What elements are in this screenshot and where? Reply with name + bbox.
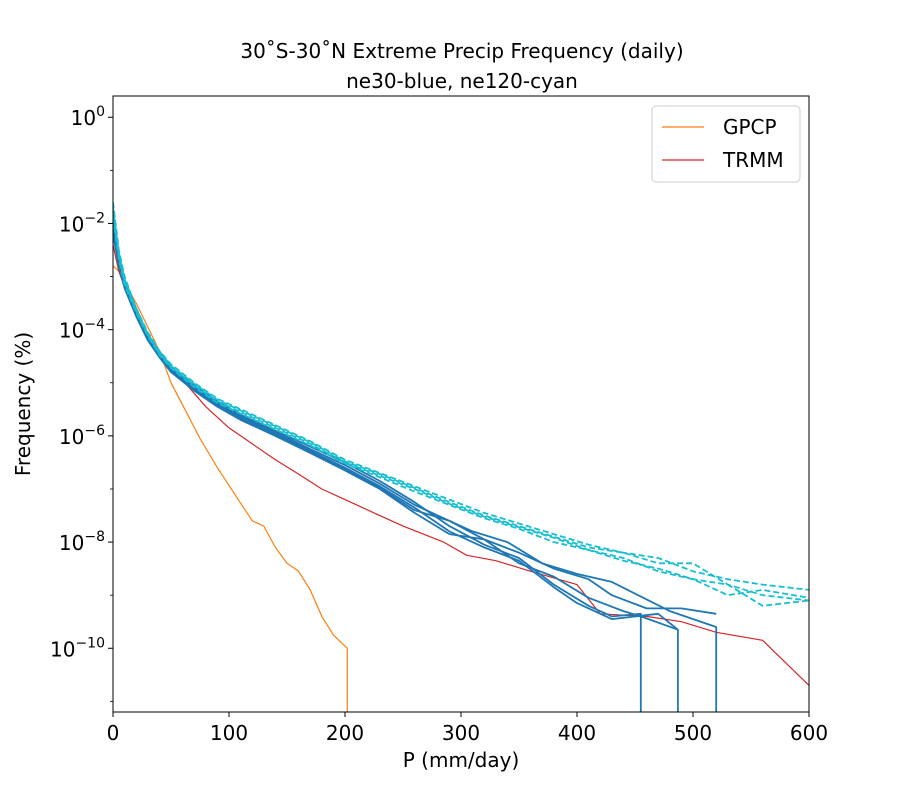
y-tick-label: 10−10	[50, 635, 105, 661]
legend-gpcp-label: GPCP	[723, 115, 777, 139]
x-tick-label: 200	[326, 721, 364, 745]
chart-subtitle: ne30-blue, ne120-cyan	[346, 69, 578, 93]
y-tick-label: 100	[71, 104, 105, 130]
legend: GPCP TRMM	[651, 105, 801, 183]
series-line-ne30-4	[113, 228, 718, 712]
series-line-ne30-1	[113, 212, 642, 712]
series-line-ne120-1	[113, 202, 809, 591]
series-line-ne30-2	[113, 217, 679, 712]
y-tick-label: 10−6	[59, 423, 105, 449]
chart-title: 30˚S-30˚N Extreme Precip Frequency (dail…	[240, 39, 683, 63]
y-tick-label: 10−4	[59, 317, 105, 343]
x-tick-label: 300	[442, 721, 480, 745]
y-tick-label: 10−8	[59, 529, 105, 555]
y-axis-label: Frequency (%)	[11, 332, 35, 476]
series-line-trmm	[113, 244, 809, 686]
legend-trmm-label: TRMM	[722, 148, 784, 172]
x-tick-label: 100	[210, 721, 248, 745]
x-tick-label: 500	[674, 721, 712, 745]
series-line-gpcp	[113, 265, 348, 712]
series-line-ne120-4	[113, 217, 809, 607]
x-tick-label: 0	[107, 721, 120, 745]
series-line-ne30-5	[113, 233, 717, 615]
y-tick-label: 10−2	[59, 210, 105, 236]
x-tick-label: 400	[558, 721, 596, 745]
x-axis-label: P (mm/day)	[403, 748, 520, 772]
series-line-ne30-3	[113, 223, 679, 631]
y-axis: 100 10−2 10−4 10−6 10−8 10−10	[50, 104, 113, 702]
x-tick-label: 600	[790, 721, 828, 745]
legend-box	[651, 105, 801, 183]
series-layer	[113, 202, 809, 712]
x-axis: 0 100 200 300 400 500 600	[107, 712, 828, 745]
